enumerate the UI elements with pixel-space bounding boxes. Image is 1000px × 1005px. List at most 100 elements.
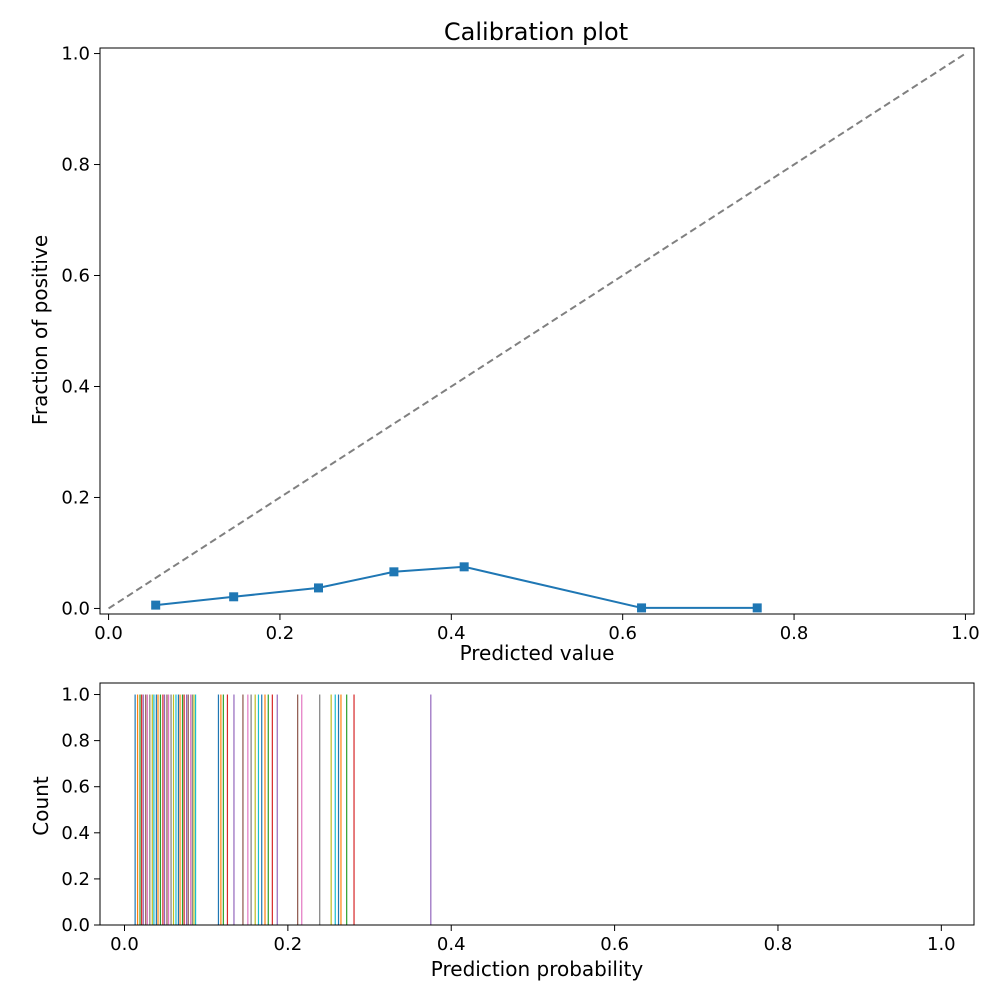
histogram-y-axis-label: Count	[29, 776, 53, 836]
histogram-bar	[276, 694, 278, 925]
histogram-bar	[334, 694, 336, 925]
histogram-x-tick-label: 0.6	[600, 934, 629, 955]
histogram-y-tick-label: 0.0	[61, 915, 90, 936]
histogram-bar	[247, 694, 249, 925]
histogram-y-tick-label: 0.8	[61, 731, 90, 752]
histogram-bar	[163, 694, 166, 925]
histogram-x-tick-label: 0.4	[437, 934, 466, 955]
perfect-calibration-line	[108, 52, 966, 610]
calibration-point	[151, 600, 161, 610]
histogram-bar	[170, 694, 172, 925]
histogram-bar	[159, 694, 162, 925]
x-axis-label: Predicted value	[460, 641, 615, 665]
calibration-panel: Calibration plot 0.0 0.2 0.4 0.6 0.8 1.0 0.00…	[28, 18, 980, 665]
histogram-bar	[226, 694, 229, 925]
histogram-bar	[242, 694, 244, 925]
y-tick-label: 0.6	[61, 266, 90, 287]
histogram-bar	[142, 694, 144, 925]
histogram-bar	[172, 694, 175, 925]
histogram-plot-area	[134, 694, 432, 925]
calibration-point	[637, 603, 647, 613]
histogram-bar	[264, 694, 266, 925]
histogram-bar	[157, 694, 159, 925]
y-tick-label: 0.2	[61, 487, 90, 508]
histogram-bar	[340, 694, 342, 925]
y-tick-label: 0.0	[61, 598, 90, 619]
histogram-bar	[220, 694, 222, 925]
histogram-bar	[301, 694, 303, 925]
histogram-y-tick-label: 0.6	[61, 777, 90, 798]
calibration-point	[229, 592, 239, 602]
calibration-plot-area	[108, 52, 966, 613]
calibration-point	[752, 603, 762, 613]
histogram-bar	[267, 694, 269, 925]
histogram-bar	[141, 694, 143, 925]
x-tick-label: 1.0	[951, 623, 980, 644]
y-tick-label: 0.8	[61, 155, 90, 176]
histogram-y-ticks: 0.0 0.2 0.4 0.6 0.8 1.0	[61, 685, 100, 936]
calibration-y-ticks: 0.0 0.2 0.4 0.6 0.8 1.0	[61, 44, 100, 619]
histogram-bar	[151, 694, 153, 925]
histogram-panel: 0.0 0.2 0.4 0.6 0.8 1.0 0.0 0.2 0.4 0.6 0.8 1.0 Pr…	[29, 682, 975, 981]
histogram-bar	[190, 694, 192, 925]
histogram-bar	[222, 694, 224, 925]
histogram-bar	[175, 694, 177, 925]
histogram-bar	[166, 694, 168, 925]
histogram-bar	[330, 694, 332, 925]
calibration-axes-frame	[99, 47, 975, 615]
histogram-bar	[185, 694, 188, 925]
histogram-bar	[250, 694, 252, 925]
histogram-bar	[337, 694, 340, 925]
histogram-bar	[177, 694, 180, 925]
histogram-bar	[217, 694, 220, 925]
histogram-x-tick-label: 0.2	[274, 934, 303, 955]
histogram-bar	[155, 694, 157, 925]
histogram-bar	[179, 694, 181, 925]
histogram-bar	[271, 694, 273, 925]
histogram-bar	[193, 694, 195, 925]
histogram-bar	[194, 694, 197, 925]
y-tick-label: 1.0	[61, 44, 90, 65]
calibration-series-line	[155, 565, 758, 609]
histogram-y-tick-label: 0.4	[61, 823, 90, 844]
histogram-x-axis-label: Prediction probability	[431, 957, 644, 981]
histogram-bar	[146, 694, 148, 925]
histogram-bar	[187, 694, 189, 925]
calibration-point	[459, 562, 469, 572]
histogram-y-tick-label: 0.2	[61, 869, 90, 890]
histogram-bar	[257, 694, 260, 925]
histogram-bar	[145, 694, 147, 925]
x-tick-label: 0.0	[94, 623, 123, 644]
x-tick-label: 0.2	[266, 623, 295, 644]
x-tick-label: 0.4	[437, 623, 466, 644]
y-axis-label: Fraction of positive	[28, 235, 52, 425]
histogram-bar	[319, 694, 321, 925]
histogram-axes-frame	[99, 682, 975, 926]
histogram-bar	[153, 694, 155, 925]
histogram-bar	[168, 694, 170, 925]
histogram-bar	[254, 694, 256, 925]
histogram-x-tick-label: 0.8	[764, 934, 793, 955]
calibration-point	[314, 583, 323, 593]
histogram-y-tick-label: 1.0	[61, 685, 90, 706]
histogram-bar	[297, 694, 299, 925]
histogram-bar	[353, 694, 355, 925]
histogram-bar	[181, 694, 184, 925]
histogram-x-tick-label: 0.0	[110, 934, 139, 955]
calibration-x-ticks: 0.0 0.2 0.4 0.6 0.8 1.0	[94, 614, 980, 644]
histogram-x-ticks: 0.0 0.2 0.4 0.6 0.8 1.0	[110, 925, 956, 955]
histogram-bar	[149, 694, 151, 925]
x-tick-label: 0.6	[608, 623, 637, 644]
histogram-bar	[233, 694, 235, 925]
y-tick-label: 0.4	[61, 376, 90, 397]
histogram-bar	[162, 694, 164, 925]
chart-title: Calibration plot	[444, 18, 628, 46]
histogram-bar	[430, 694, 432, 925]
histogram-bar	[261, 694, 263, 925]
histogram-bar	[183, 694, 185, 925]
histogram-bar	[136, 694, 139, 925]
histogram-bar	[139, 694, 141, 925]
calibration-point	[389, 567, 399, 577]
